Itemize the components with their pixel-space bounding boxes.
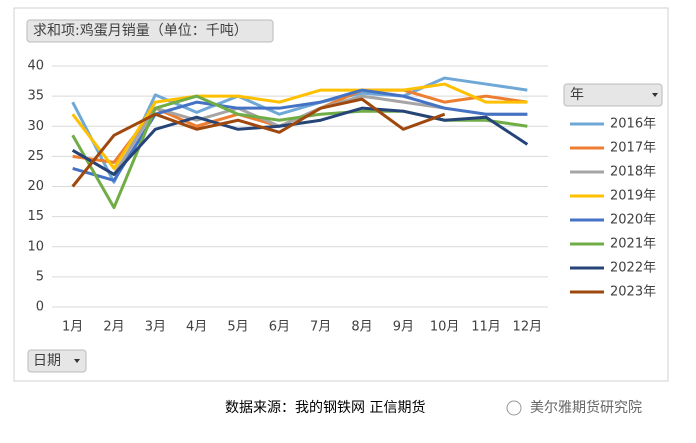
legend-label: 2018年 [610,165,656,180]
y-tick-label: 25 [27,149,44,164]
x-tick-label: 6月 [269,320,290,335]
legend-filter[interactable] [563,83,663,107]
legend-label: 2016年 [610,117,656,132]
y-tick-label: 20 [27,179,44,194]
y-tick-label: 10 [27,239,44,254]
chart-frame [13,7,669,382]
legend-label: 2023年 [610,285,656,300]
x-tick-label: 3月 [145,320,166,335]
x-tick-label: 11月 [471,320,501,335]
series-line [71,82,528,170]
legend-label: 2017年 [610,141,656,156]
series-line [71,97,446,188]
legend-label: 2022年 [610,261,656,276]
source-note: 数据来源：我的钢铁网 正信期货 [225,399,425,416]
x-tick-label: 2月 [103,320,124,335]
series-line [71,76,528,184]
axis-field: 日期 [33,353,61,369]
chart-title: 求和项:鸡蛋月销量（单位：千吨） [33,22,248,39]
watermark-icon [506,400,522,416]
dropdown-arrow [74,359,80,363]
x-tick-label: 7月 [310,320,331,335]
y-tick-label: 15 [27,209,44,224]
series-line [71,106,529,176]
axis-filter[interactable] [27,349,87,373]
x-tick-label: 5月 [227,320,248,335]
y-tick-label: 35 [27,89,44,104]
title-button[interactable] [26,19,274,43]
x-tick-label: 10月 [430,320,460,335]
x-tick-label: 12月 [513,320,543,335]
y-tick-label: 30 [27,119,44,134]
x-tick-label: 8月 [351,320,372,335]
legend-label: 2020年 [610,213,656,228]
y-tick-label: 0 [36,300,44,315]
legend-label: 2019年 [610,189,656,204]
dropdown-arrow [652,93,658,97]
legend-label: 2021年 [610,237,656,252]
x-tick-label: 4月 [186,320,207,335]
y-tick-label: 40 [27,59,44,74]
y-tick-label: 5 [36,269,44,284]
x-tick-label: 1月 [62,320,83,335]
legend-title: 年 [570,87,584,103]
x-tick-label: 9月 [393,320,414,335]
watermark: 美尔雅期货研究院 [530,399,642,416]
